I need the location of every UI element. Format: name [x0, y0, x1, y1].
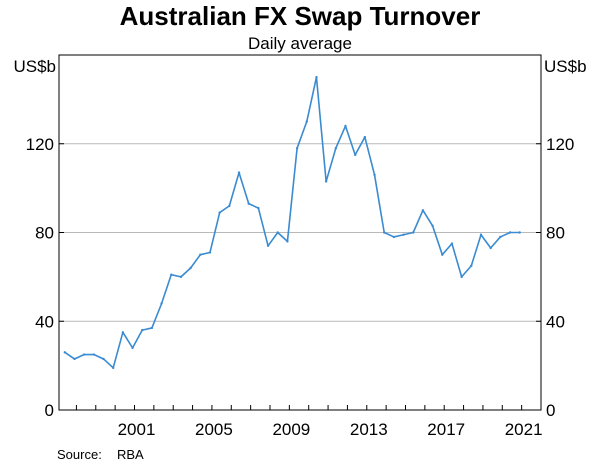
x-tick-label-2009: 2009 [272, 420, 310, 439]
data-point [63, 351, 67, 354]
x-tick-label-2021: 2021 [505, 420, 543, 439]
data-point [228, 204, 231, 208]
data-point [102, 357, 105, 361]
grid-lines [59, 143, 541, 322]
data-point [441, 253, 444, 256]
data-point [218, 211, 221, 214]
data-point [421, 209, 425, 212]
data-point [112, 366, 115, 370]
data-point [344, 124, 347, 128]
data-point [431, 224, 434, 228]
right-tick-label-40: 40 [546, 312, 565, 331]
series-layer [63, 75, 521, 370]
data-point [179, 275, 183, 279]
data-point [363, 135, 367, 139]
data-point [121, 331, 125, 334]
chart-title: Australian FX Swap Turnover [120, 1, 481, 31]
data-point [460, 275, 463, 279]
data-point [208, 251, 212, 254]
x-tick-label-2013: 2013 [350, 420, 388, 439]
data-point [412, 231, 415, 234]
right-axis-unit: US$b [544, 57, 587, 76]
left-axis-unit: US$b [13, 57, 56, 76]
data-point [353, 153, 357, 157]
data-point [73, 357, 76, 361]
data-point [489, 246, 492, 250]
data-point [160, 302, 163, 305]
x-tick-label-2005: 2005 [195, 420, 233, 439]
data-point [170, 273, 173, 276]
data-point [150, 326, 154, 330]
data-point [266, 244, 270, 248]
data-point [479, 233, 483, 236]
data-point [131, 346, 134, 350]
chart-subtitle: Daily average [248, 34, 352, 53]
data-point [189, 266, 192, 270]
data-point [373, 173, 376, 177]
data-point [392, 235, 396, 239]
right-tick-label-80: 80 [546, 224, 565, 243]
data-point [508, 231, 512, 234]
x-axis-ticks: 2001 2005 2009 2013 2017 2021 [75, 405, 543, 439]
data-point [141, 328, 144, 332]
data-point [305, 120, 308, 123]
right-tick-label-120: 120 [546, 135, 574, 154]
left-tick-label-40: 40 [35, 312, 54, 331]
data-point [286, 240, 289, 243]
left-tick-label-120: 120 [26, 135, 54, 154]
source-label: Source: [57, 447, 102, 462]
data-point [276, 231, 279, 234]
left-tick-label-80: 80 [35, 224, 54, 243]
x-tick-label-2017: 2017 [427, 420, 465, 439]
data-point [315, 75, 318, 79]
data-point [247, 202, 250, 205]
data-point [257, 206, 260, 210]
data-point [402, 233, 405, 236]
right-tick-label-0: 0 [546, 401, 555, 420]
data-point [383, 231, 386, 234]
y-axis-ticks: 0 0 40 40 80 80 120 120 [26, 135, 575, 420]
data-point [199, 253, 202, 256]
data-point [518, 231, 521, 234]
x-tick-label-2001: 2001 [118, 420, 156, 439]
data-point [324, 180, 328, 183]
series-line-0 [64, 76, 521, 369]
data-point [334, 146, 338, 150]
data-point [499, 235, 502, 239]
data-point [295, 146, 299, 150]
data-point [82, 353, 86, 356]
data-point [470, 264, 473, 267]
data-point [92, 353, 96, 356]
data-point [450, 242, 454, 245]
source-value: RBA [117, 447, 144, 462]
data-point [237, 171, 241, 174]
left-tick-label-0: 0 [45, 401, 54, 420]
